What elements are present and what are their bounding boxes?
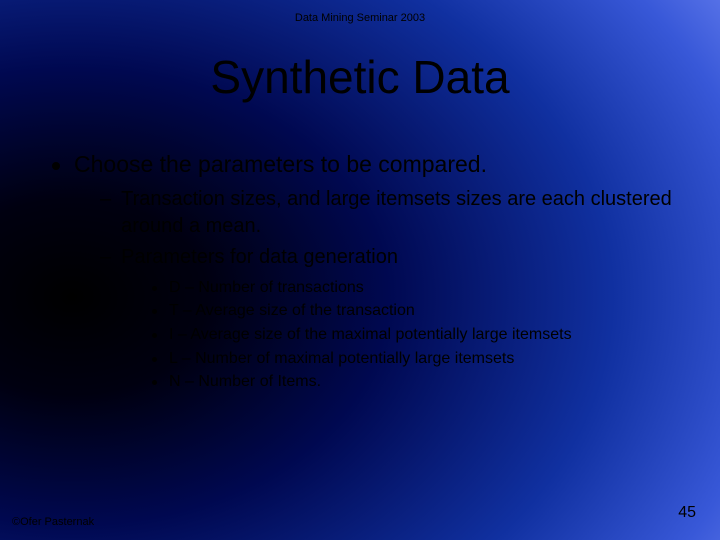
header-text: Data Mining Seminar 2003 [0,12,720,24]
bullet-level2: – Parameters for data generation [100,244,680,271]
page-number: 45 [678,504,696,522]
bullet-level2: – Transaction sizes, and large itemsets … [100,186,680,240]
level3-text: N – Number of Items. [169,371,321,393]
level3-text: D – Number of transactions [169,277,364,299]
dot-bullet-icon [152,333,157,338]
slide-title: Synthetic Data [0,50,720,104]
level2-text: Transaction sizes, and large itemsets si… [121,186,680,240]
bullet-level3: L – Number of maximal potentially large … [152,348,680,370]
level3-text: I – Average size of the maximal potentia… [169,324,572,346]
bullet-level3: N – Number of Items. [152,371,680,393]
dot-bullet-icon [152,357,157,362]
level2-text: Parameters for data generation [121,244,398,271]
dot-bullet-icon [152,286,157,291]
bullet-level3: T – Average size of the transaction [152,300,680,322]
level3-text: L – Number of maximal potentially large … [169,348,514,370]
dash-bullet-icon: – [100,244,111,271]
bullet-level1: Choose the parameters to be compared. [52,150,680,180]
level3-text: T – Average size of the transaction [169,300,415,322]
footer-author: ©Ofer Pasternak [12,516,94,528]
dot-bullet-icon [152,309,157,314]
bullet-level3: D – Number of transactions [152,277,680,299]
slide: Data Mining Seminar 2003 Synthetic Data … [0,0,720,540]
level1-text: Choose the parameters to be compared. [74,150,487,180]
dash-bullet-icon: – [100,186,111,213]
disc-bullet-icon [52,162,60,170]
dot-bullet-icon [152,380,157,385]
level3-group: D – Number of transactions T – Average s… [152,277,680,393]
slide-body: Choose the parameters to be compared. – … [52,150,680,395]
bullet-level3: I – Average size of the maximal potentia… [152,324,680,346]
